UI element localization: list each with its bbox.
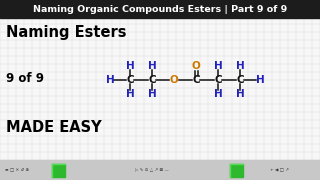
Text: + ◀ □ ↗: + ◀ □ ↗ [270,168,289,172]
Text: H: H [236,89,244,99]
FancyBboxPatch shape [52,164,65,177]
Text: H: H [214,89,222,99]
Text: ▷ ✎ ⊙ △ ↗ ⊠ —: ▷ ✎ ⊙ △ ↗ ⊠ — [135,168,169,172]
Text: 9 of 9: 9 of 9 [6,71,44,84]
Text: C: C [236,75,244,85]
Bar [0,0,320,18]
Text: O: O [170,75,178,85]
Text: H: H [236,61,244,71]
Text: C: C [192,75,200,85]
Bar [0,18,320,160]
Text: H: H [214,61,222,71]
Text: Naming Organic Compounds Esters | Part 9 of 9: Naming Organic Compounds Esters | Part 9… [33,4,287,14]
Text: O: O [192,61,200,71]
Text: H: H [126,61,134,71]
Text: H: H [126,89,134,99]
Text: H: H [106,75,114,85]
FancyBboxPatch shape [230,164,243,177]
Text: H: H [148,61,156,71]
Text: Naming Esters: Naming Esters [6,24,126,39]
Text: H: H [256,75,264,85]
Text: H: H [148,89,156,99]
Text: MADE EASY: MADE EASY [6,120,102,136]
Text: ≡ □ ✕ ↺ ⊕: ≡ □ ✕ ↺ ⊕ [5,168,29,172]
Bar [0,160,320,180]
Text: C: C [148,75,156,85]
Text: C: C [126,75,134,85]
Text: C: C [214,75,222,85]
